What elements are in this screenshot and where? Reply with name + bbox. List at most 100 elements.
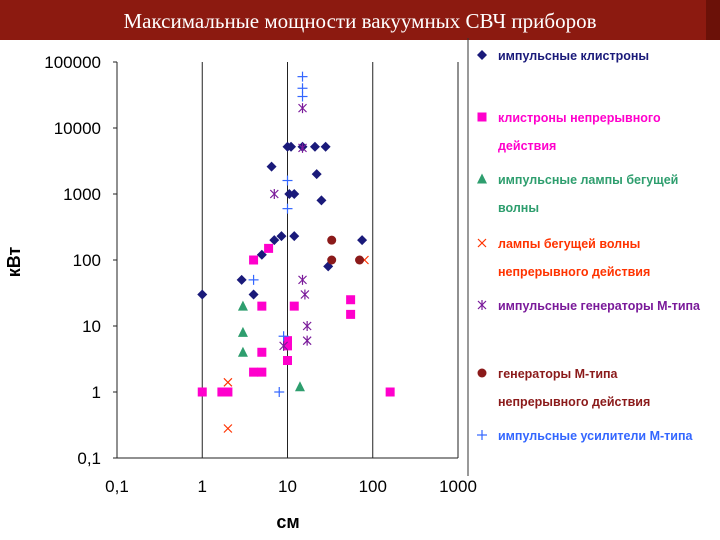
series-plus (248, 71, 308, 397)
series-diamond (197, 141, 368, 300)
x-tick-label: 10 (278, 477, 297, 496)
data-point (289, 301, 299, 311)
data-points (197, 71, 395, 433)
data-point (237, 326, 248, 337)
data-point (223, 424, 233, 433)
data-point (346, 309, 356, 319)
data-point (269, 235, 280, 246)
series-x (223, 255, 369, 433)
data-point (298, 142, 307, 153)
series-asterisk (269, 103, 312, 351)
legend-label: импульсные клистроны (498, 49, 649, 63)
x-tick-label: 1000 (439, 477, 477, 496)
y-tick-labels: 0,1 1 10 100 1000 10000 100000 (44, 53, 101, 468)
data-point (346, 295, 356, 305)
data-point (274, 387, 285, 397)
data-point (282, 203, 293, 214)
data-point (283, 341, 292, 351)
legend-label: непрерывного действия (498, 265, 650, 279)
legend-label: импульсные генераторы М-типа (498, 299, 701, 313)
data-point (311, 169, 322, 180)
y-tick-label: 10000 (54, 119, 101, 138)
legend-marker (477, 300, 487, 310)
data-point (355, 255, 365, 265)
data-point (357, 235, 368, 246)
legend-label: генераторы М-типа (498, 367, 619, 381)
y-tick-label: 1 (92, 383, 101, 402)
data-point (266, 161, 277, 172)
legend-marker (477, 238, 487, 248)
data-point (309, 141, 320, 152)
legend-marker (477, 50, 487, 60)
legend: импульсные клистроны клистроны непрерывно… (467, 38, 701, 476)
data-point (217, 387, 227, 397)
data-point (385, 387, 395, 397)
legend-label: непрерывного действия (498, 395, 650, 409)
legend-label: действия (498, 139, 556, 153)
x-tick-label: 1 (198, 477, 207, 496)
legend-label: волны (498, 201, 539, 215)
data-point (283, 336, 292, 346)
series-square (197, 243, 395, 397)
data-point (320, 141, 331, 152)
data-point (302, 335, 312, 346)
data-point (289, 189, 300, 199)
data-point (300, 289, 310, 300)
data-point (197, 289, 208, 300)
grid (116, 62, 459, 458)
data-point (302, 321, 312, 331)
data-point (237, 300, 248, 311)
series-circle (327, 235, 365, 265)
data-point (249, 255, 259, 265)
data-point (249, 367, 259, 377)
y-tick-label: 0,1 (77, 449, 101, 468)
data-point (257, 301, 267, 311)
data-point (283, 356, 292, 366)
legend-label: импульсные усилители М-типа (498, 429, 694, 443)
x-tick-labels: 0,1 1 10 100 1000 (105, 477, 477, 496)
data-point (223, 387, 233, 397)
legend-marker (477, 173, 487, 184)
data-point (276, 231, 287, 242)
axis-frame (113, 61, 458, 459)
x-tick-label: 0,1 (105, 477, 129, 496)
legend-label: клистроны непрерывного (498, 111, 661, 125)
data-point (237, 346, 248, 357)
data-point (289, 231, 300, 242)
title-bar: Максимальные мощности вакуумных СВЧ приб… (0, 0, 720, 40)
x-axis-label: см (276, 512, 299, 532)
legend-marker (477, 430, 487, 440)
data-point (297, 91, 308, 102)
data-point (298, 274, 307, 285)
data-point (248, 289, 259, 300)
y-tick-label: 1000 (63, 185, 101, 204)
data-point (236, 274, 247, 285)
data-point (223, 377, 233, 387)
data-point (279, 340, 289, 351)
data-point (269, 189, 279, 199)
data-point (327, 255, 337, 265)
data-point (197, 387, 207, 397)
data-point (257, 347, 267, 357)
x-tick-label: 100 (359, 477, 387, 496)
data-point (297, 71, 308, 82)
data-point (327, 235, 337, 245)
data-point (286, 141, 297, 152)
data-point (298, 103, 307, 114)
title-stripe (706, 0, 720, 40)
legend-label: лампы бегущей волны (498, 237, 640, 251)
data-point (264, 243, 274, 253)
y-tick-label: 10 (82, 317, 101, 336)
legend-marker (477, 112, 487, 122)
legend-marker (477, 368, 487, 378)
data-point (257, 367, 267, 377)
data-point (248, 274, 259, 285)
slide-title: Максимальные мощности вакуумных СВЧ приб… (123, 9, 597, 33)
y-tick-label: 100000 (44, 53, 101, 72)
data-point (294, 381, 305, 392)
y-axis-label: кВт (4, 247, 24, 278)
legend-label: импульсные лампы бегущей (498, 173, 678, 187)
series-triangle (237, 300, 305, 392)
data-point (316, 195, 327, 206)
